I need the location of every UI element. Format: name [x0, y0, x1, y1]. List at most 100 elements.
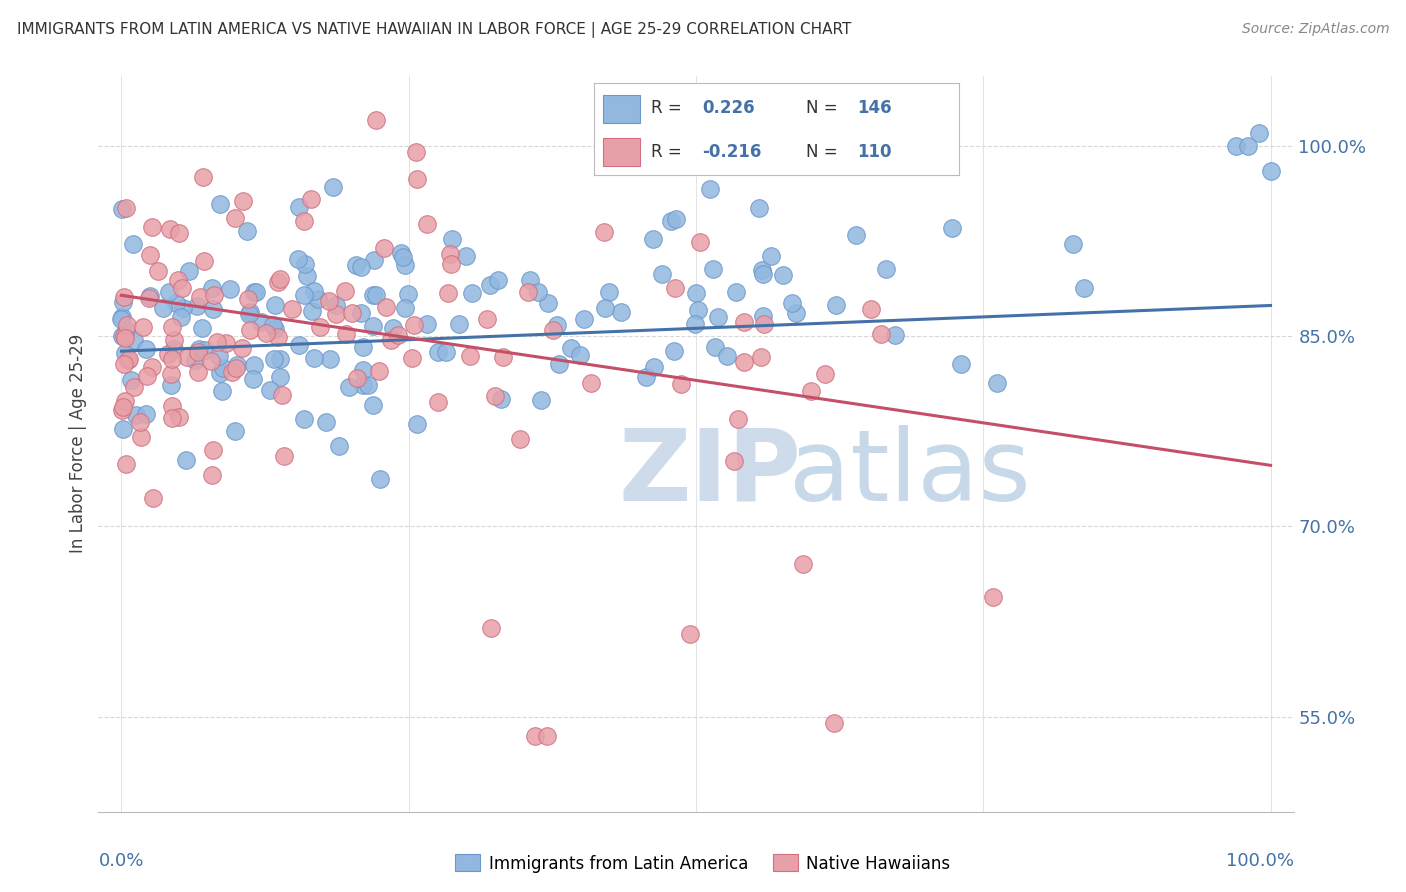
- Point: [200, 354, 222, 368]
- Point: [492, 350, 515, 364]
- Point: [114, 393, 136, 408]
- Point: [224, 424, 246, 438]
- Point: [159, 222, 181, 236]
- Point: [263, 352, 285, 367]
- Point: [111, 310, 134, 325]
- Point: [883, 328, 905, 343]
- Point: [112, 329, 135, 343]
- Point: [772, 268, 794, 282]
- Point: [664, 343, 686, 358]
- Point: [208, 366, 231, 380]
- Point: [115, 202, 138, 216]
- Point: [232, 194, 254, 208]
- Point: [186, 299, 208, 313]
- Point: [112, 290, 135, 304]
- Point: [337, 380, 360, 394]
- Point: [350, 260, 373, 275]
- Point: [759, 249, 782, 263]
- Point: [875, 262, 897, 277]
- Point: [536, 729, 558, 743]
- Point: [266, 329, 288, 343]
- Point: [242, 371, 264, 385]
- Point: [236, 224, 259, 238]
- Point: [141, 219, 163, 234]
- Point: [870, 327, 893, 342]
- Point: [751, 309, 773, 323]
- Point: [162, 333, 184, 347]
- Point: [441, 232, 464, 246]
- Point: [364, 288, 387, 302]
- Point: [479, 278, 502, 293]
- Point: [167, 226, 190, 240]
- Point: [139, 289, 162, 303]
- Point: [530, 393, 553, 408]
- Point: [699, 182, 721, 196]
- Point: [309, 319, 332, 334]
- Point: [748, 202, 770, 216]
- Point: [193, 170, 215, 185]
- Point: [426, 344, 449, 359]
- Point: [224, 211, 246, 225]
- Point: [454, 249, 477, 263]
- Point: [357, 377, 380, 392]
- Point: [405, 145, 427, 160]
- Point: [281, 301, 304, 316]
- Point: [292, 412, 315, 426]
- Point: [208, 197, 231, 211]
- Point: [120, 373, 142, 387]
- Point: [201, 301, 224, 316]
- Point: [344, 258, 367, 272]
- Point: [333, 284, 356, 298]
- Point: [239, 323, 262, 337]
- Point: [243, 359, 266, 373]
- Point: [434, 345, 457, 359]
- Point: [295, 269, 318, 284]
- Text: 0.0%: 0.0%: [98, 852, 143, 871]
- Point: [572, 311, 595, 326]
- Point: [269, 351, 291, 366]
- Point: [160, 377, 183, 392]
- Point: [212, 361, 235, 376]
- Point: [160, 320, 183, 334]
- Point: [335, 327, 357, 342]
- Point: [689, 235, 711, 249]
- Point: [122, 236, 145, 251]
- Point: [679, 627, 702, 641]
- Point: [610, 305, 633, 319]
- Point: [780, 295, 803, 310]
- Point: [138, 291, 160, 305]
- Point: [111, 329, 134, 343]
- Point: [716, 349, 738, 363]
- Point: [598, 285, 620, 299]
- Point: [340, 306, 363, 320]
- Point: [319, 351, 342, 366]
- Point: [172, 301, 194, 315]
- Point: [392, 250, 415, 264]
- Point: [374, 300, 396, 314]
- Point: [239, 305, 262, 319]
- Point: [727, 411, 749, 425]
- Point: [184, 353, 207, 368]
- Point: [328, 439, 350, 453]
- Point: [302, 284, 325, 298]
- Text: Source: ZipAtlas.com: Source: ZipAtlas.com: [1241, 22, 1389, 37]
- Point: [416, 317, 439, 331]
- Point: [685, 285, 707, 300]
- Point: [264, 322, 287, 336]
- Point: [307, 292, 329, 306]
- Point: [112, 357, 135, 371]
- Point: [135, 343, 157, 357]
- Point: [114, 346, 136, 360]
- Point: [129, 430, 152, 444]
- Point: [350, 306, 373, 320]
- Point: [363, 252, 385, 267]
- Point: [114, 458, 136, 472]
- Point: [201, 442, 224, 457]
- Point: [179, 264, 201, 278]
- Point: [219, 282, 242, 296]
- Point: [159, 367, 181, 381]
- Point: [368, 472, 391, 486]
- Point: [579, 376, 602, 391]
- Point: [238, 307, 260, 321]
- Point: [363, 398, 385, 412]
